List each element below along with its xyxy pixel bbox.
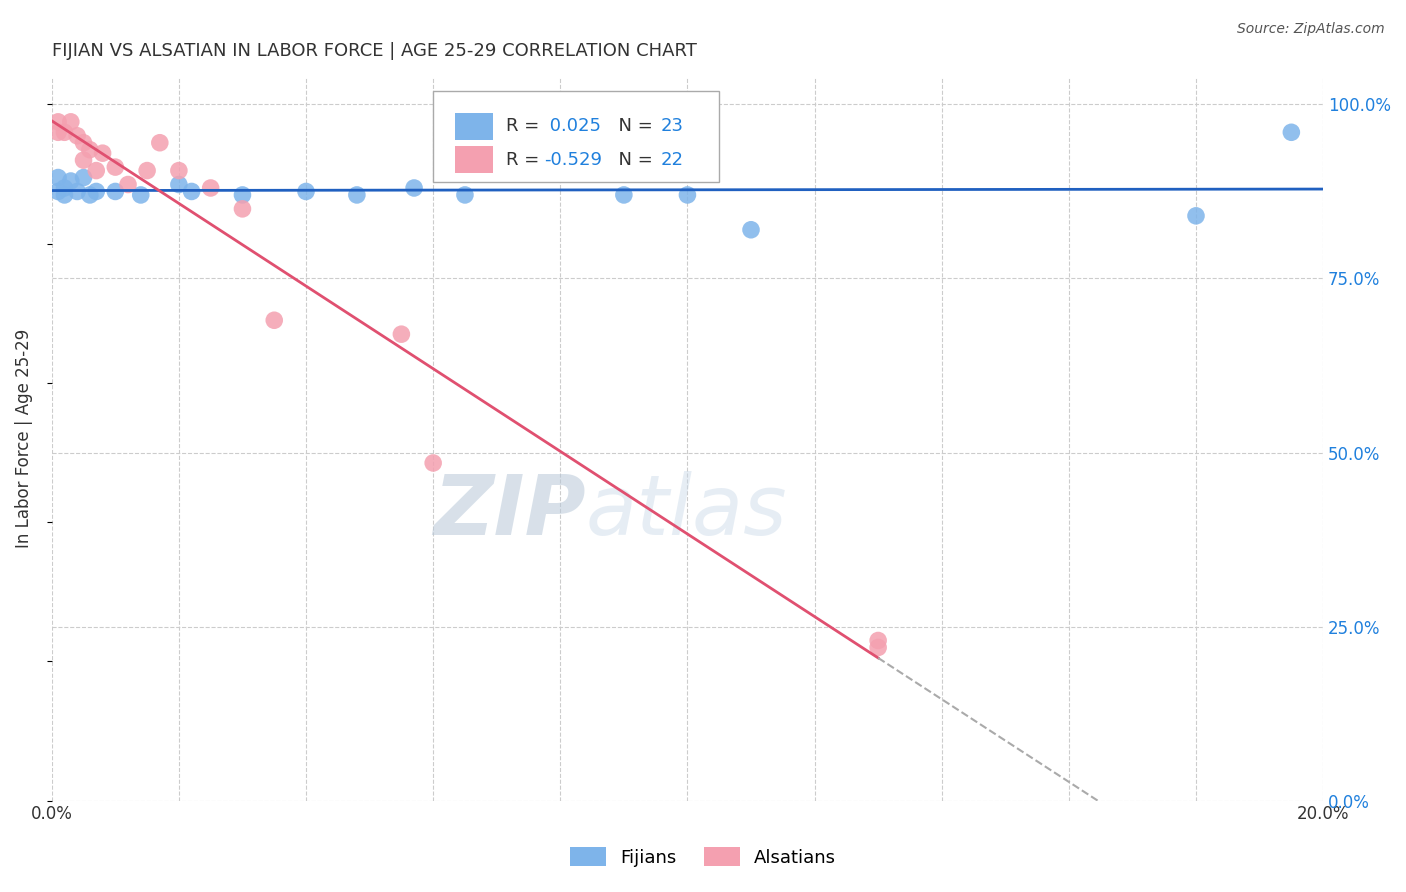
Point <box>72 170 94 185</box>
Point <box>149 136 172 150</box>
Point <box>53 181 76 195</box>
Point <box>346 188 368 202</box>
Point <box>104 160 127 174</box>
Point <box>868 640 890 655</box>
Point <box>454 188 477 202</box>
Point <box>66 128 89 143</box>
Point <box>72 153 94 168</box>
Point <box>231 202 253 216</box>
Text: Source: ZipAtlas.com: Source: ZipAtlas.com <box>1237 22 1385 37</box>
Point <box>167 163 190 178</box>
Point <box>53 188 76 202</box>
Point <box>263 313 285 327</box>
Point <box>1279 125 1302 139</box>
Text: FIJIAN VS ALSATIAN IN LABOR FORCE | AGE 25-29 CORRELATION CHART: FIJIAN VS ALSATIAN IN LABOR FORCE | AGE … <box>52 42 696 60</box>
Point <box>79 143 101 157</box>
Point <box>200 181 222 195</box>
FancyBboxPatch shape <box>454 146 494 173</box>
Text: R =: R = <box>506 118 544 136</box>
Point <box>231 188 253 202</box>
Point <box>104 185 127 199</box>
Point <box>167 178 190 192</box>
Point <box>180 185 202 199</box>
Point <box>129 188 152 202</box>
Point <box>66 185 89 199</box>
Point <box>84 185 107 199</box>
Point <box>46 115 69 129</box>
Text: -0.529: -0.529 <box>544 151 602 169</box>
Text: 22: 22 <box>661 151 683 169</box>
Text: N =: N = <box>607 151 659 169</box>
Point <box>46 170 69 185</box>
Point <box>59 115 82 129</box>
Point <box>404 181 426 195</box>
Text: ZIP: ZIP <box>433 470 586 551</box>
Point <box>1185 209 1208 223</box>
Text: 23: 23 <box>661 118 683 136</box>
Text: N =: N = <box>607 118 659 136</box>
Point <box>295 185 318 199</box>
Point <box>53 125 76 139</box>
Point <box>117 178 139 192</box>
Point <box>59 174 82 188</box>
Legend: Fijians, Alsatians: Fijians, Alsatians <box>562 840 844 874</box>
Point <box>422 456 444 470</box>
Point <box>868 633 890 648</box>
Y-axis label: In Labor Force | Age 25-29: In Labor Force | Age 25-29 <box>15 329 32 549</box>
Point <box>389 327 412 342</box>
FancyBboxPatch shape <box>433 91 720 182</box>
Point <box>613 188 636 202</box>
Text: R =: R = <box>506 151 544 169</box>
Point <box>136 163 159 178</box>
Point <box>72 136 94 150</box>
Point <box>46 185 69 199</box>
Point <box>79 188 101 202</box>
Text: atlas: atlas <box>586 470 787 551</box>
Point <box>676 188 699 202</box>
Point <box>91 146 114 161</box>
Text: 0.025: 0.025 <box>544 118 600 136</box>
Point <box>46 125 69 139</box>
FancyBboxPatch shape <box>454 112 494 140</box>
Point <box>84 163 107 178</box>
Point <box>740 223 762 237</box>
